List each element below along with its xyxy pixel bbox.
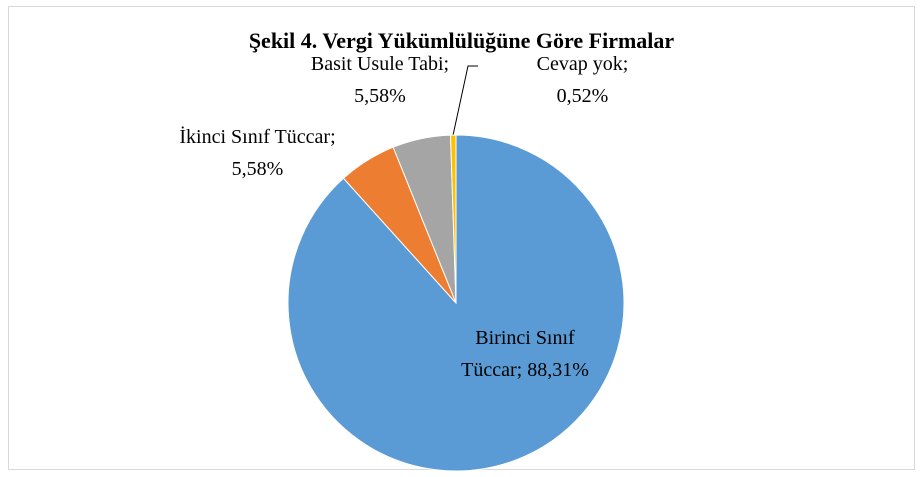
data-label: Basit Usule Tabi; 5,58% bbox=[300, 48, 460, 112]
data-label: Cevap yok; 0,52% bbox=[520, 48, 645, 112]
label-separator: ; bbox=[622, 53, 629, 75]
category-label: Cevap yok bbox=[536, 53, 623, 75]
pie-slice bbox=[449, 134, 457, 304]
label-separator: ; bbox=[330, 126, 336, 148]
value-label: 5,58% bbox=[354, 85, 406, 107]
data-label: Birinci Sınıf Tüccar; 88,31% bbox=[455, 322, 595, 386]
category-label: İkinci Sınıf Tüccar bbox=[179, 126, 331, 148]
label-separator: ; bbox=[516, 359, 523, 381]
data-label: İkinci Sınıf Tüccar; 5,58% bbox=[175, 121, 340, 185]
value-label: 0,52% bbox=[556, 85, 609, 107]
label-separator: ; bbox=[443, 53, 450, 75]
chart-title: Şekil 4. Vergi Yükümlülüğüne Göre Firmal… bbox=[248, 28, 675, 53]
value-label: 5,58% bbox=[231, 158, 284, 180]
leader-line bbox=[451, 65, 478, 141]
category-label: Basit Usule Tabi bbox=[310, 53, 444, 75]
value-label: 88,31% bbox=[527, 359, 589, 381]
category-label: Birinci Sınıf Tüccar bbox=[461, 327, 575, 381]
